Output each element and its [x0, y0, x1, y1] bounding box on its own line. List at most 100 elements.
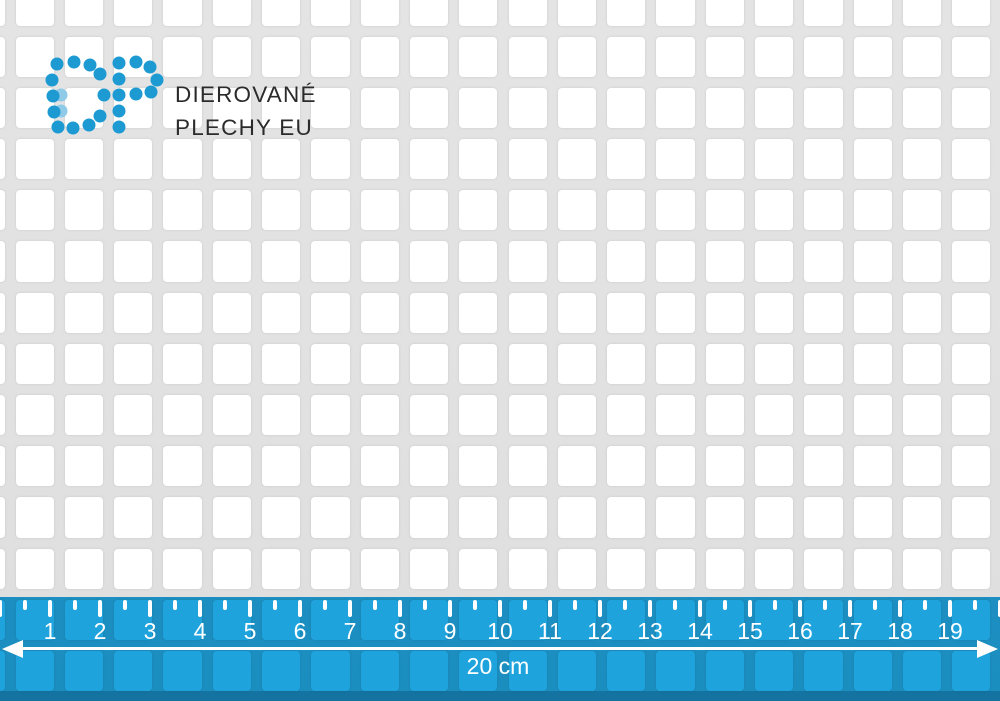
sheet-hole — [163, 548, 202, 589]
sheet-hole — [656, 497, 695, 538]
sheet-hole — [360, 395, 399, 436]
sheet-hole — [163, 343, 202, 384]
ruler-span-label: 20 cm — [466, 653, 530, 679]
ruler-tick-label: 11 — [538, 618, 562, 644]
sheet-hole — [804, 0, 843, 26]
sheet-hole — [755, 36, 794, 77]
sheet-hole — [656, 0, 695, 26]
sheet-hole — [212, 139, 251, 180]
ruler-tick — [373, 600, 377, 610]
sheet-bottom-shadow — [0, 691, 1000, 701]
ruler-tick — [498, 600, 502, 617]
sheet-hole — [656, 343, 695, 384]
ruler-tick-label: 3 — [143, 618, 157, 644]
sheet-hole — [311, 36, 350, 77]
sheet-hole — [755, 0, 794, 26]
sheet-hole — [656, 395, 695, 436]
sheet-hole — [212, 190, 251, 231]
sheet-hole — [64, 395, 104, 436]
sheet-hole — [15, 395, 54, 436]
sheet-hole — [262, 139, 301, 180]
ruler-tick-label: 9 — [443, 618, 457, 644]
sheet-hole — [409, 292, 449, 333]
ruler-tick — [73, 600, 77, 610]
ruler-tick — [623, 600, 627, 610]
sheet-hole — [262, 395, 301, 436]
arrow-left-icon — [2, 639, 23, 658]
sheet-hole — [705, 497, 744, 538]
ruler-tick — [173, 600, 177, 610]
ruler-tick-label: 17 — [837, 618, 863, 644]
ruler-tick — [148, 600, 152, 617]
sheet-hole — [508, 395, 547, 436]
sheet-hole — [705, 343, 744, 384]
sheet-hole — [607, 292, 646, 333]
sheet-hole — [64, 343, 104, 384]
sheet-hole — [311, 497, 350, 538]
sheet-hole — [705, 548, 744, 589]
sheet-hole — [804, 548, 843, 589]
sheet-hole — [0, 139, 5, 180]
sheet-hole — [212, 446, 251, 487]
sheet-hole — [360, 190, 399, 231]
sheet-hole — [459, 0, 498, 26]
sheet-hole — [212, 87, 251, 128]
ruler-tick-label: 10 — [487, 618, 513, 644]
sheet-hole — [952, 139, 991, 180]
sheet-hole — [755, 497, 794, 538]
ruler-tick — [998, 600, 1000, 617]
sheet-hole — [409, 446, 449, 487]
ruler-tick — [398, 600, 402, 617]
sheet-hole — [311, 0, 350, 26]
sheet-hole — [853, 190, 892, 231]
sheet-hole — [360, 343, 399, 384]
sheet-hole — [853, 343, 892, 384]
sheet-hole — [902, 139, 942, 180]
sheet-hole — [508, 548, 547, 589]
sheet-hole — [212, 36, 251, 77]
sheet-hole — [212, 548, 251, 589]
ruler-tick-label: 12 — [587, 618, 613, 644]
ruler-tick — [48, 600, 52, 617]
ruler-tick — [898, 600, 902, 617]
sheet-hole — [311, 139, 350, 180]
sheet-hole — [311, 446, 350, 487]
sheet-hole — [163, 395, 202, 436]
sheet-hole — [114, 446, 153, 487]
sheet-hole — [360, 139, 399, 180]
sheet-hole — [557, 292, 597, 333]
ruler-tick — [648, 600, 652, 617]
sheet-hole — [163, 36, 202, 77]
sheet-hole — [163, 241, 202, 282]
sheet-hole — [804, 343, 843, 384]
sheet-hole — [853, 497, 892, 538]
sheet-hole — [0, 190, 5, 231]
ruler-tick-label: 15 — [737, 618, 763, 644]
sheet-hole — [952, 292, 991, 333]
sheet-hole — [409, 395, 449, 436]
sheet-hole — [459, 292, 498, 333]
sheet-hole — [952, 395, 991, 436]
sheet-hole — [0, 241, 5, 282]
sheet-hole — [114, 343, 153, 384]
sheet-hole — [311, 241, 350, 282]
ruler-tick-label: 18 — [887, 618, 913, 644]
sheet-hole — [705, 190, 744, 231]
ruler-tick — [798, 600, 802, 617]
sheet-hole — [804, 36, 843, 77]
sheet-hole — [508, 36, 547, 77]
sheet-hole — [952, 36, 991, 77]
sheet-hole — [311, 87, 350, 128]
sheet-hole — [409, 497, 449, 538]
sheet-hole — [607, 446, 646, 487]
sheet-hole — [607, 190, 646, 231]
sheet-hole — [163, 497, 202, 538]
sheet-hole — [311, 395, 350, 436]
sheet-hole — [656, 548, 695, 589]
ruler-tick — [698, 600, 702, 617]
sheet-hole — [409, 0, 449, 26]
sheet-hole — [557, 548, 597, 589]
sheet-hole — [853, 548, 892, 589]
sheet-hole — [804, 241, 843, 282]
